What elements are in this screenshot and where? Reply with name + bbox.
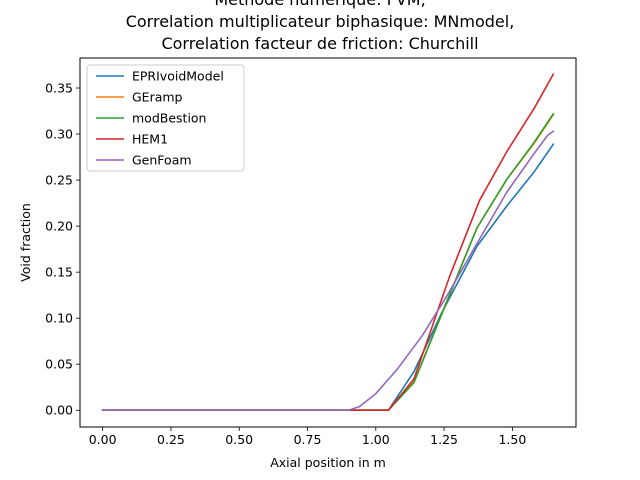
y-tick-label: 0.35: [45, 81, 73, 96]
chart-title: Methode numerique: FVM, Correlation mult…: [126, 0, 515, 53]
x-axis-ticks: 0.00 0.25 0.50 0.75 1.00 1.25 1.50: [89, 427, 526, 447]
x-axis-label: Axial position in m: [270, 455, 386, 470]
y-axis-label: Void fraction: [18, 203, 33, 282]
x-tick-label: 1.00: [362, 432, 390, 447]
legend-label: GEramp: [132, 90, 183, 105]
y-tick-label: 0.15: [45, 265, 73, 280]
chart-title-line-2: Correlation multiplicateur biphasique: M…: [126, 12, 515, 31]
plot-frame: [79, 57, 577, 428]
y-tick-label: 0.10: [45, 311, 73, 326]
x-tick-label: 1.25: [430, 432, 458, 447]
x-tick-label: 1.50: [498, 432, 526, 447]
chart-title-line-1: Methode numerique: FVM,: [214, 0, 425, 9]
series-line-genfoam: [101, 130, 555, 412]
y-tick-label: 0.05: [45, 357, 73, 372]
legend-label: modBestion: [132, 111, 206, 126]
x-tick-label: 0.75: [294, 432, 322, 447]
y-tick-label: 0.20: [45, 219, 73, 234]
x-tick-label: 0.00: [89, 432, 117, 447]
chart-title-line-3: Correlation facteur de friction: Churchi…: [161, 34, 478, 53]
y-tick-label: 0.00: [45, 403, 73, 418]
y-tick-label: 0.25: [45, 173, 73, 188]
legend-box: [86, 64, 245, 172]
series-line-hem1: [101, 73, 555, 412]
x-tick-label: 0.25: [157, 432, 185, 447]
x-tick-label: 0.50: [225, 432, 253, 447]
plot-lines: [101, 73, 555, 412]
legend: EPRIvoidModel GEramp modBestion HEM1 GenFoam: [86, 64, 245, 172]
legend-label: GenFoam: [132, 153, 192, 168]
legend-label: HEM1: [132, 132, 168, 147]
y-tick-label: 0.30: [45, 127, 73, 142]
y-axis-ticks: 0.00 0.05 0.10 0.15 0.20 0.25 0.30 0.35: [45, 81, 80, 418]
legend-label: EPRIvoidModel: [132, 69, 224, 84]
